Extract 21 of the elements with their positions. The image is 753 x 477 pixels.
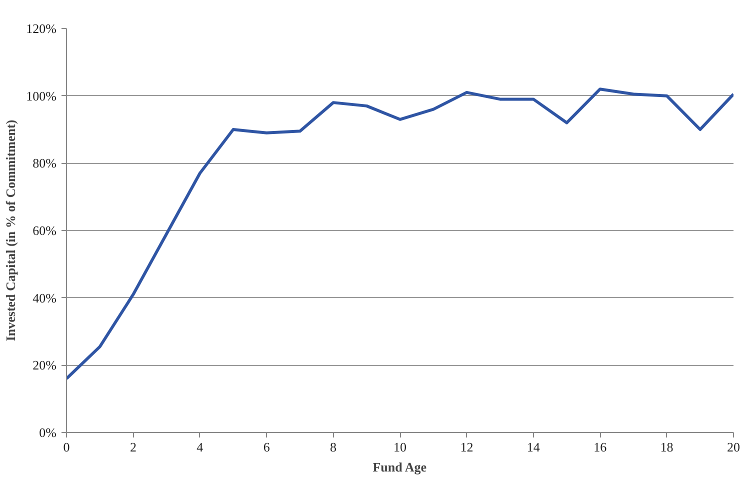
x-tick-label: 6 xyxy=(263,440,270,454)
x-tick-label: 0 xyxy=(63,440,70,454)
y-tick-label: 100% xyxy=(26,88,57,104)
y-tick-label: 20% xyxy=(32,358,57,373)
line-series xyxy=(66,88,734,380)
x-tick-label: 16 xyxy=(594,440,608,454)
y-axis-title: Invested Capital (in % of Commitment) xyxy=(3,120,18,342)
x-tick-label: 8 xyxy=(330,440,337,454)
x-tick-label: 14 xyxy=(526,440,540,454)
x-tick-label: 2 xyxy=(130,440,136,454)
x-axis-title: Fund Age xyxy=(372,460,427,474)
x-tick-label: 20 xyxy=(727,440,740,454)
x-tick-label: 18 xyxy=(660,440,674,454)
y-tick-label: 120% xyxy=(26,21,57,36)
x-tick-label: 4 xyxy=(196,440,204,454)
y-tick-label: 80% xyxy=(32,156,57,171)
x-tick-label: 12 xyxy=(460,440,474,454)
y-tick-label: 0% xyxy=(39,425,57,440)
y-tick-label: 40% xyxy=(32,290,57,306)
y-tick-label: 60% xyxy=(32,223,57,238)
x-tick-label: 10 xyxy=(394,440,406,454)
